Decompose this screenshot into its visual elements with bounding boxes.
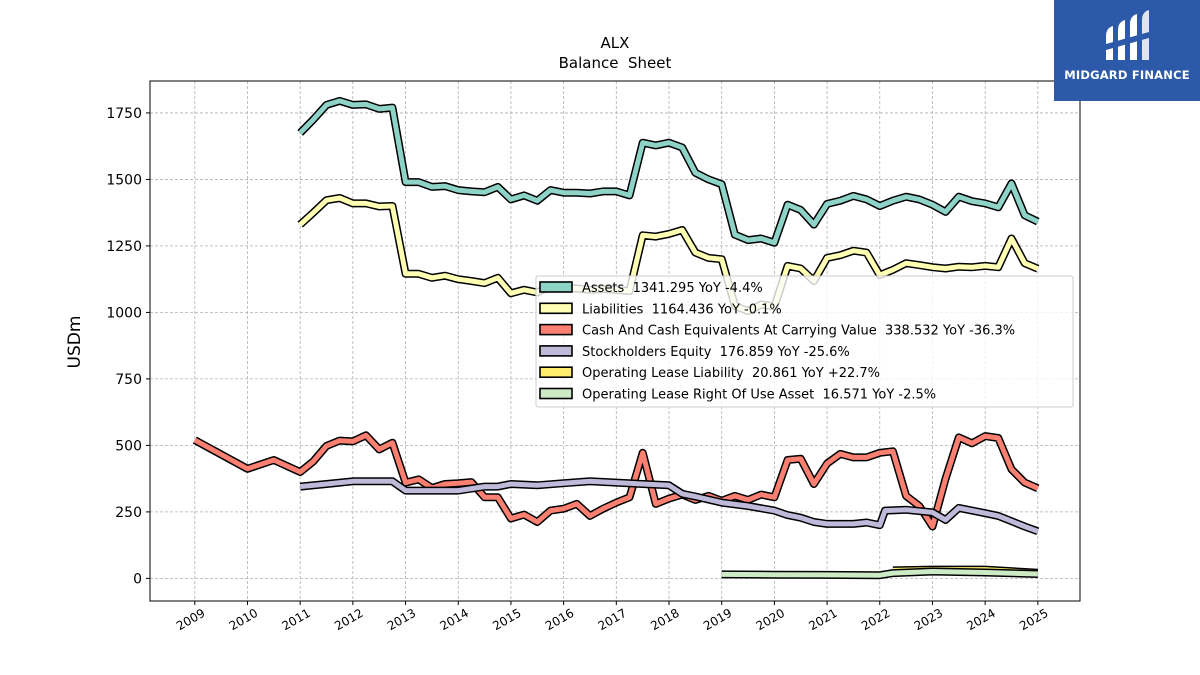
- y-tick-label: 750: [115, 372, 142, 388]
- y-tick-label: 1250: [106, 239, 142, 255]
- series-line-4: [299, 477, 1040, 536]
- series-stroke: [298, 98, 1039, 246]
- y-tick-label: 1000: [106, 305, 142, 321]
- x-tick-label: 2019: [701, 606, 734, 633]
- legend-swatch: [539, 281, 573, 293]
- legend-label: Assets 1341.295 YoY -4.4%: [582, 281, 763, 296]
- series-line-3: [192, 431, 1040, 531]
- x-tick-label: 2012: [332, 606, 365, 633]
- x-tick-label: 2014: [438, 606, 471, 633]
- legend-swatch: [539, 302, 573, 315]
- x-tick-label: 2022: [859, 606, 892, 633]
- series-stroke: [193, 432, 1039, 529]
- x-tick-label: 2024: [964, 606, 997, 633]
- logo-text: MIDGARD FINANCE: [1064, 68, 1190, 82]
- brand-logo: MIDGARD FINANCE: [1054, 0, 1200, 101]
- x-tick-label: 2013: [385, 606, 418, 633]
- legend-entry-6: Operating Lease Right Of Use Asset 16.57…: [539, 387, 936, 403]
- series-line-2: [297, 194, 1040, 316]
- x-tick-label: 2023: [912, 606, 945, 633]
- legend-entry-3: Cash And Cash Equivalents At Carrying Va…: [539, 323, 1015, 339]
- y-tick-label: 1750: [106, 106, 142, 122]
- legend-label: Cash And Cash Equivalents At Carrying Va…: [582, 324, 1015, 339]
- legend-swatch: [539, 366, 573, 379]
- y-tick-label: 1500: [106, 172, 142, 188]
- series-line-1: [297, 96, 1040, 247]
- legend-label: Liabilities 1164.436 YoY -0.1%: [582, 302, 782, 317]
- logo-mark-icon: [1106, 10, 1149, 60]
- y-axis-label: USDm: [65, 316, 85, 369]
- legend-swatch: [539, 345, 573, 357]
- series-stroke: [298, 195, 1039, 314]
- x-tick-label: 2009: [174, 606, 207, 633]
- x-tick-label: 2011: [279, 606, 312, 633]
- y-tick-label: 250: [115, 505, 142, 521]
- legend-swatch: [539, 387, 573, 400]
- legend: Assets 1341.295 YoY -4.4% Liabilities 116…: [535, 275, 1074, 408]
- x-tick-label: 2016: [543, 606, 576, 633]
- x-tick-label: 2018: [648, 606, 681, 633]
- chart-subtitle: Balance Sheet: [559, 54, 672, 72]
- legend-entry-2: Liabilities 1164.436 YoY -0.1%: [539, 302, 782, 317]
- series-stroke: [721, 569, 1038, 578]
- series-layer: [192, 96, 1040, 580]
- chart-title: ALX: [601, 34, 630, 52]
- series-line-6: [721, 567, 1038, 580]
- x-tick-label: 2017: [596, 606, 629, 633]
- legend-label: Stockholders Equity 176.859 YoY -25.6%: [582, 345, 850, 360]
- legend-entry-5: Operating Lease Liability 20.861 YoY +22…: [539, 366, 880, 381]
- y-tick-label: 500: [115, 438, 142, 454]
- x-tick-label: 2020: [754, 606, 787, 633]
- legend-entry-4: Stockholders Equity 176.859 YoY -25.6%: [539, 345, 850, 360]
- y-tick-label: 0: [133, 571, 142, 587]
- x-tick-label: 2025: [1017, 606, 1050, 633]
- x-tick-label: 2021: [806, 606, 839, 633]
- series-stroke: [299, 478, 1039, 534]
- legend-entry-1: Assets 1341.295 YoY -4.4%: [539, 281, 763, 296]
- legend-label: Operating Lease Right Of Use Asset 16.57…: [582, 388, 936, 403]
- legend-box: [535, 275, 1074, 408]
- x-tick-label: 2010: [227, 606, 260, 633]
- x-tick-label: 2015: [490, 606, 523, 633]
- plot-frame: [149, 80, 1081, 602]
- legend-swatch: [539, 323, 573, 336]
- legend-label: Operating Lease Liability 20.861 YoY +22…: [582, 366, 880, 381]
